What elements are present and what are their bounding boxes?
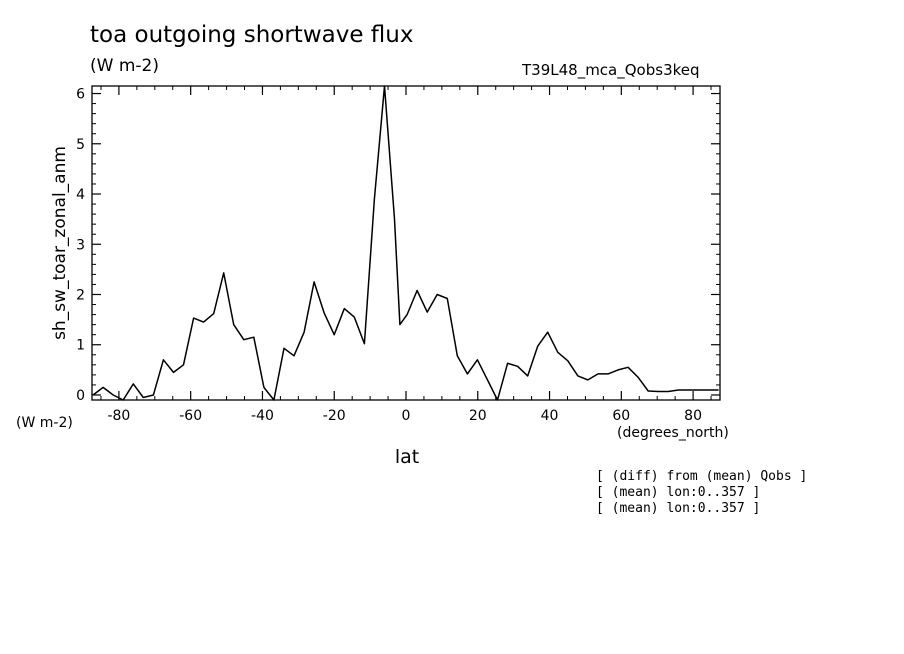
x-tick-label: -20 bbox=[323, 408, 346, 424]
x-tick-label: -40 bbox=[251, 408, 274, 424]
x-tick-label: 80 bbox=[684, 408, 702, 424]
x-tick-label: 20 bbox=[469, 408, 487, 424]
chart-units: (W m-2) bbox=[90, 56, 159, 76]
x-axis-units: (degrees_north) bbox=[617, 425, 729, 441]
y-axis-units: (W m-2) bbox=[16, 415, 73, 431]
y-tick-label: 2 bbox=[76, 287, 85, 303]
y-tick-label: 1 bbox=[76, 338, 85, 354]
run-id: T39L48_mca_Qobs3keq bbox=[522, 61, 700, 79]
y-tick-label: 5 bbox=[76, 137, 85, 153]
annotation-diff: [ (diff) from (mean) Qobs ] bbox=[596, 469, 808, 484]
x-tick-label: 40 bbox=[541, 408, 559, 424]
x-tick-label: -60 bbox=[179, 408, 202, 424]
annotation-lon-mean-2: [ (mean) lon:0..357 ] bbox=[596, 501, 761, 516]
y-tick-label: 0 bbox=[76, 388, 85, 404]
data-line bbox=[92, 85, 719, 401]
x-axis-label: lat bbox=[394, 446, 420, 468]
y-tick-label: 3 bbox=[76, 237, 85, 253]
x-tick-label: -80 bbox=[107, 408, 130, 424]
y-tick-label: 6 bbox=[76, 87, 85, 103]
x-tick-label: 0 bbox=[402, 408, 411, 424]
y-tick-label: 4 bbox=[76, 187, 85, 203]
chart-title: toa outgoing shortwave flux bbox=[90, 22, 414, 48]
x-tick-label: 60 bbox=[612, 408, 630, 424]
annotation-lon-mean-1: [ (mean) lon:0..357 ] bbox=[596, 485, 761, 500]
